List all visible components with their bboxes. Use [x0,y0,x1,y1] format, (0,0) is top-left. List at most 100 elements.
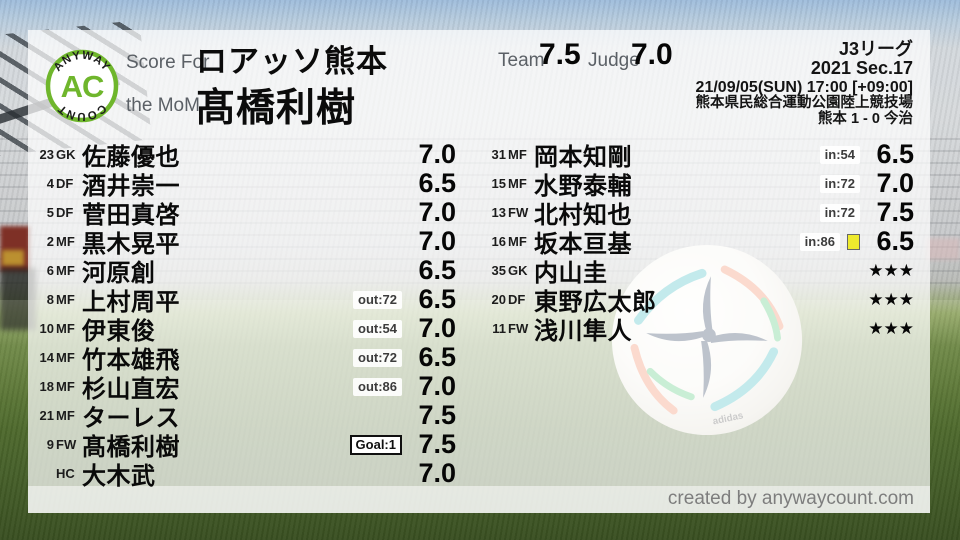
overlay-panel [28,30,930,513]
player-rating: 7.0 [418,139,456,169]
player-rating: 7.5 [876,197,914,227]
substitution-badge: in:72 [819,174,860,193]
player-rating: 7.0 [876,168,914,198]
player-row: 2 MF 黒木晃平 7.0 [32,226,456,258]
player-name: 東野広太郎 [534,289,657,316]
yellow-card-icon [847,233,860,250]
player-position: MF [56,350,75,365]
judge-score-label: Judge [588,50,640,71]
player-position: MF [56,263,75,278]
player-position: DF [56,176,74,191]
player-name: 水野泰輔 [534,173,632,200]
player-rating: 6.5 [418,168,456,198]
player-row: 15 MF 水野泰輔 in:72 7.0 [484,168,914,200]
mom-label: the MoM [126,95,200,116]
goal-badge: Goal:1 [349,434,402,455]
match-result: 熊本 1 - 0 今治 [817,110,913,127]
player-rating: 6.5 [876,139,914,169]
player-number: 14 [39,350,54,365]
player-row: 8 MF 上村周平 out:72 6.5 [32,284,456,316]
player-row: 21 MF ターレス 7.5 [32,400,456,432]
player-rating: 7.5 [418,400,456,430]
player-name: 伊東俊 [82,318,156,345]
player-number: 2 [46,234,54,249]
player-position: DF [56,205,74,220]
player-number: 35 [491,263,506,278]
player-row: 14 MF 竹本雄飛 out:72 6.5 [32,342,456,374]
player-row: 6 MF 河原創 6.5 [32,255,456,287]
substitution-badge: in:54 [819,145,860,164]
logo-center: AC [61,69,104,104]
player-number: 10 [39,321,54,336]
player-number: 5 [46,205,54,220]
player-position: DF [508,292,526,307]
player-position: FW [508,205,529,220]
substitution-badge: out:72 [353,348,402,367]
player-name: ターレス [82,405,180,432]
player-rating: 7.0 [418,197,456,227]
stadium-stands-detail [926,238,960,260]
player-position: FW [508,321,529,336]
player-row: 31 MF 岡本知剛 in:54 6.5 [484,139,914,171]
player-name: 岡本知剛 [534,144,632,171]
player-name: 酒井崇一 [82,173,180,200]
player-row: 9 FW 髙橋利樹 Goal:1 7.5 [32,429,456,461]
player-row: HC 大木武 7.0 [32,458,456,490]
player-row: 11 FW 浅川隼人 ★★★ [484,314,914,345]
player-position: HC [56,466,75,481]
player-rating: 7.5 [418,429,456,459]
player-row: 35 GK 内山圭 ★★★ [484,256,914,287]
players-left-column: 23 GK 佐藤優也 7.0 4 DF 酒井崇一 6.5 5 DF 菅田真啓 7… [32,139,456,490]
player-position: GK [508,263,528,278]
credit-band [28,486,930,513]
player-rating: ★★★ [868,289,914,309]
players-right-column: 31 MF 岡本知剛 in:54 6.5 15 MF 水野泰輔 in:72 7.… [484,139,914,345]
player-number: 16 [491,234,506,249]
player-name: 河原創 [82,260,156,287]
player-row: 4 DF 酒井崇一 6.5 [32,168,456,200]
venue-name: 熊本県民総合運動公園陸上競技場 [695,95,914,112]
anywaycount-logo: ANYWAY COUNT AC [45,50,119,123]
player-position: FW [56,437,77,452]
league-name: J3リーグ [838,39,913,59]
season-round: 2021 Sec.17 [810,58,913,79]
score-for-label: Score For [126,52,210,73]
substitution-badge: in:72 [819,203,860,222]
player-rating: 6.5 [418,284,456,314]
player-number: 8 [46,292,54,307]
player-position: MF [56,379,75,394]
player-name: 北村知也 [534,202,632,229]
mom-name: 髙橋利樹 [196,87,357,130]
player-position: MF [508,234,527,249]
player-name: 菅田真啓 [82,202,180,229]
player-name: 内山圭 [534,260,608,287]
stadium-billboard [2,250,24,266]
substitution-badge: in:86 [799,232,840,251]
substitution-badge: out:54 [353,319,402,338]
team-score-value: 7.5 [539,38,581,71]
player-position: MF [56,408,75,423]
player-rating: 7.0 [418,371,456,401]
player-rating: 6.5 [418,342,456,372]
player-rating: 7.0 [418,226,456,256]
player-number: 13 [491,205,506,220]
player-name: 大木武 [82,463,156,490]
player-number: 20 [491,292,506,307]
substitution-badge: out:72 [353,290,402,309]
match-datetime: 21/09/05(SUN) 17:00 [+09:00] [695,78,913,96]
player-number: 18 [39,379,54,394]
player-row: 10 MF 伊東俊 out:54 7.0 [32,313,456,345]
player-number: 11 [492,321,506,336]
player-name: 佐藤優也 [82,144,180,171]
player-name: 上村周平 [82,289,180,316]
player-rating: ★★★ [868,318,914,338]
player-number: 6 [46,263,54,278]
judge-score-value: 7.0 [631,38,673,71]
player-name: 竹本雄飛 [82,347,180,374]
player-row: 23 GK 佐藤優也 7.0 [32,139,456,171]
player-position: MF [508,176,527,191]
player-number: 4 [46,176,54,191]
substitution-badge: out:86 [353,377,402,396]
player-name: 髙橋利樹 [82,434,180,461]
